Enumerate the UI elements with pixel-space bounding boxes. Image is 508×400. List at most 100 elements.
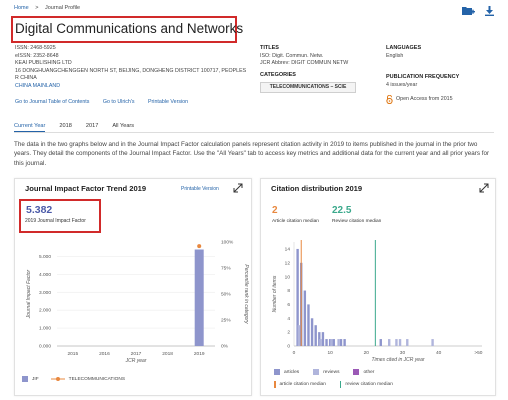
eissn: eISSN: 2352-8648 [15, 52, 59, 59]
jif-y2-axis-title: Percentile rank in category [243, 264, 249, 324]
reviews-bar [330, 339, 333, 346]
titles-header: TITLES [260, 45, 279, 51]
jif-x-tick: 2018 [162, 351, 173, 357]
jif-value: 5.382 [26, 204, 53, 216]
articles-bar [339, 339, 343, 346]
info-links: Go to Journal Table of Contents Go to Ul… [15, 99, 188, 107]
ulrich-link[interactable]: Go to Ulrich's [102, 99, 135, 105]
download-icon[interactable] [485, 6, 494, 16]
reviews-bar [406, 339, 409, 346]
articles-bar [314, 325, 317, 346]
categories-header: CATEGORIES [260, 71, 296, 78]
languages-header: LANGUAGES [386, 45, 422, 51]
jif-y-tick: 3.000 [39, 290, 51, 296]
jif-legend: JIF TELECOMMUNICATIONS [22, 376, 125, 382]
jif-x-tick: 2015 [67, 351, 78, 357]
reviews-bar [319, 339, 322, 346]
citation-y-tick: 0 [287, 344, 290, 350]
languages-section: LANGUAGES English PUBLICATION FREQUENCY … [386, 45, 496, 89]
citation-x-axis-title: Times cited in JCR year [371, 357, 424, 363]
citation-x-tick: >50 [474, 350, 482, 356]
articles-bar [303, 290, 307, 346]
citation-y-axis-title: Number of items [272, 275, 278, 312]
tab-2017[interactable]: 2017 [85, 123, 99, 129]
legend-jif-label: JIF [32, 376, 39, 382]
category-badge[interactable]: TELECOMMUNICATIONS – SCIE [260, 82, 356, 93]
publisher: KEAI PUBLISHING LTD [15, 60, 72, 66]
frequency-header: PUBLICATION FREQUENCY [386, 74, 460, 80]
journal-info: ISSN: 2468-5925 eISSN: 2352-8648 KEAI PU… [15, 45, 260, 90]
expand-icon[interactable] [479, 183, 489, 193]
citation-x-tick: 0 [293, 350, 296, 356]
legend-swatch-jif [22, 376, 28, 382]
reviews-bar [297, 325, 301, 346]
printable-link[interactable]: Printable Version [148, 99, 189, 105]
tab-current-year[interactable]: Current Year [14, 123, 46, 132]
highlight-jif-box [19, 199, 101, 233]
issn: ISSN: 2468-5925 [15, 45, 56, 51]
citation-y-tick: 2 [287, 330, 290, 336]
open-access-text: Open Access from 2015 [396, 95, 453, 102]
articles-bar [296, 248, 299, 346]
citation-legend-row-1: articles reviews other [274, 369, 374, 375]
articles-bar [343, 339, 346, 346]
citation-y-tick: 14 [285, 247, 291, 253]
legend-category-label: TELECOMMUNICATIONS [68, 376, 126, 382]
citation-x-tick: 10 [327, 350, 333, 356]
country-link[interactable]: CHINA MAINLAND [15, 82, 61, 89]
add-to-folder-icon[interactable] [462, 6, 475, 16]
frequency-value: 4 issues/year [386, 81, 418, 88]
citation-legend-row-2: article citation median review citation … [274, 381, 393, 388]
citation-y-tick: 8 [287, 288, 290, 294]
jif-y2-tick: 25% [221, 318, 231, 324]
description-text: The data in the two graphs below and in … [14, 141, 490, 167]
tabs-divider [14, 132, 494, 133]
legend-swatch-articles [274, 369, 280, 375]
review-median-label: Review citation median [332, 219, 382, 224]
legend-article-median-label: article citation median [279, 382, 326, 387]
legend-reviews-label: reviews [323, 369, 340, 375]
toc-link[interactable]: Go to Journal Table of Contents [15, 99, 90, 105]
citation-x-tick: 30 [400, 350, 406, 356]
reviews-bar [337, 339, 340, 346]
legend-other-label: other [363, 369, 375, 375]
year-tabs: Current Year 2018 2017 All Years [14, 123, 134, 132]
reviews-bar [431, 339, 434, 346]
breadcrumb-current: Journal Profile [44, 5, 81, 11]
jif-y-tick: 5.000 [39, 254, 51, 260]
iso-abbrev: ISO: Digit. Commun. Netw. [260, 52, 324, 59]
citation-y-tick: 6 [287, 302, 290, 308]
legend-review-median-label: review citation median [345, 382, 393, 387]
breadcrumb-separator: > [35, 5, 39, 11]
expand-icon[interactable] [233, 183, 243, 193]
jif-value-label: 2019 Journal Impact Factor [25, 218, 86, 224]
address-line-2: R CHINA [15, 75, 37, 81]
jif-x-axis-title: JCR year [125, 358, 147, 364]
open-access: Open Access from 2015 [386, 95, 453, 104]
jif-x-tick: 2019 [194, 351, 205, 357]
citation-x-tick: 40 [436, 350, 442, 356]
articles-bar [321, 332, 325, 346]
legend-line-article-median [274, 381, 276, 388]
articles-bar [379, 339, 382, 346]
legend-articles-label: articles [284, 369, 300, 375]
citation-y-tick: 12 [285, 260, 291, 266]
jif-y-axis-title: Journal Impact Factor [26, 269, 32, 319]
articles-bar [310, 318, 314, 346]
jif-y2-tick: 75% [221, 266, 231, 272]
tab-all-years[interactable]: All Years [112, 123, 135, 129]
jif-y2-tick: 100% [221, 240, 234, 246]
jif-trend-panel [14, 178, 252, 396]
jif-printable-link[interactable]: Printable Version [181, 186, 219, 192]
highlight-title-box [11, 16, 237, 43]
tab-2018[interactable]: 2018 [59, 123, 72, 129]
toolbar-icons [462, 6, 494, 16]
citation-distribution-panel [260, 178, 496, 396]
jif-x-tick: 2016 [99, 351, 110, 357]
jif-panel-title: Journal Impact Factor Trend 2019 [25, 184, 147, 193]
open-access-icon [386, 95, 393, 104]
breadcrumb-home[interactable]: Home [14, 5, 29, 11]
review-median-value: 22.5 [332, 205, 352, 216]
titles-section: TITLES ISO: Digit. Commun. Netw. JCR Abb… [260, 45, 380, 79]
